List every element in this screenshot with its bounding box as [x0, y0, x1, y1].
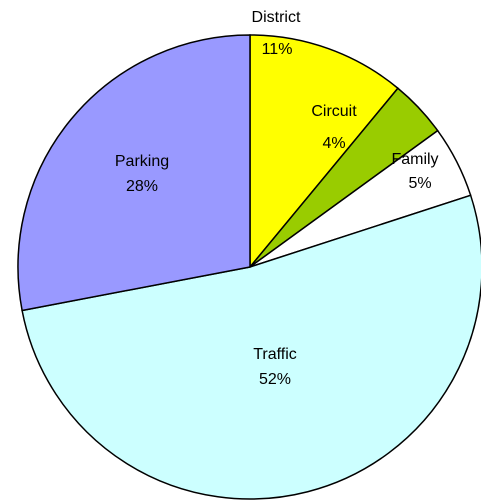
slice-value-label: 11%	[262, 41, 293, 58]
pie-slice	[17, 34, 251, 312]
pie-slice	[21, 194, 481, 500]
slice-value-label: 28%	[126, 178, 158, 195]
slice-label: Family	[391, 151, 438, 168]
slice-value-label: 4%	[322, 135, 345, 152]
slice-value-label: 5%	[408, 175, 431, 192]
pie-slice	[249, 34, 399, 270]
slice-label: District	[252, 9, 301, 26]
slice-label: Traffic	[253, 346, 297, 363]
slice-label: Parking	[115, 153, 169, 170]
slice-value-label: 52%	[259, 371, 291, 388]
slice-label: Circuit	[311, 103, 357, 120]
